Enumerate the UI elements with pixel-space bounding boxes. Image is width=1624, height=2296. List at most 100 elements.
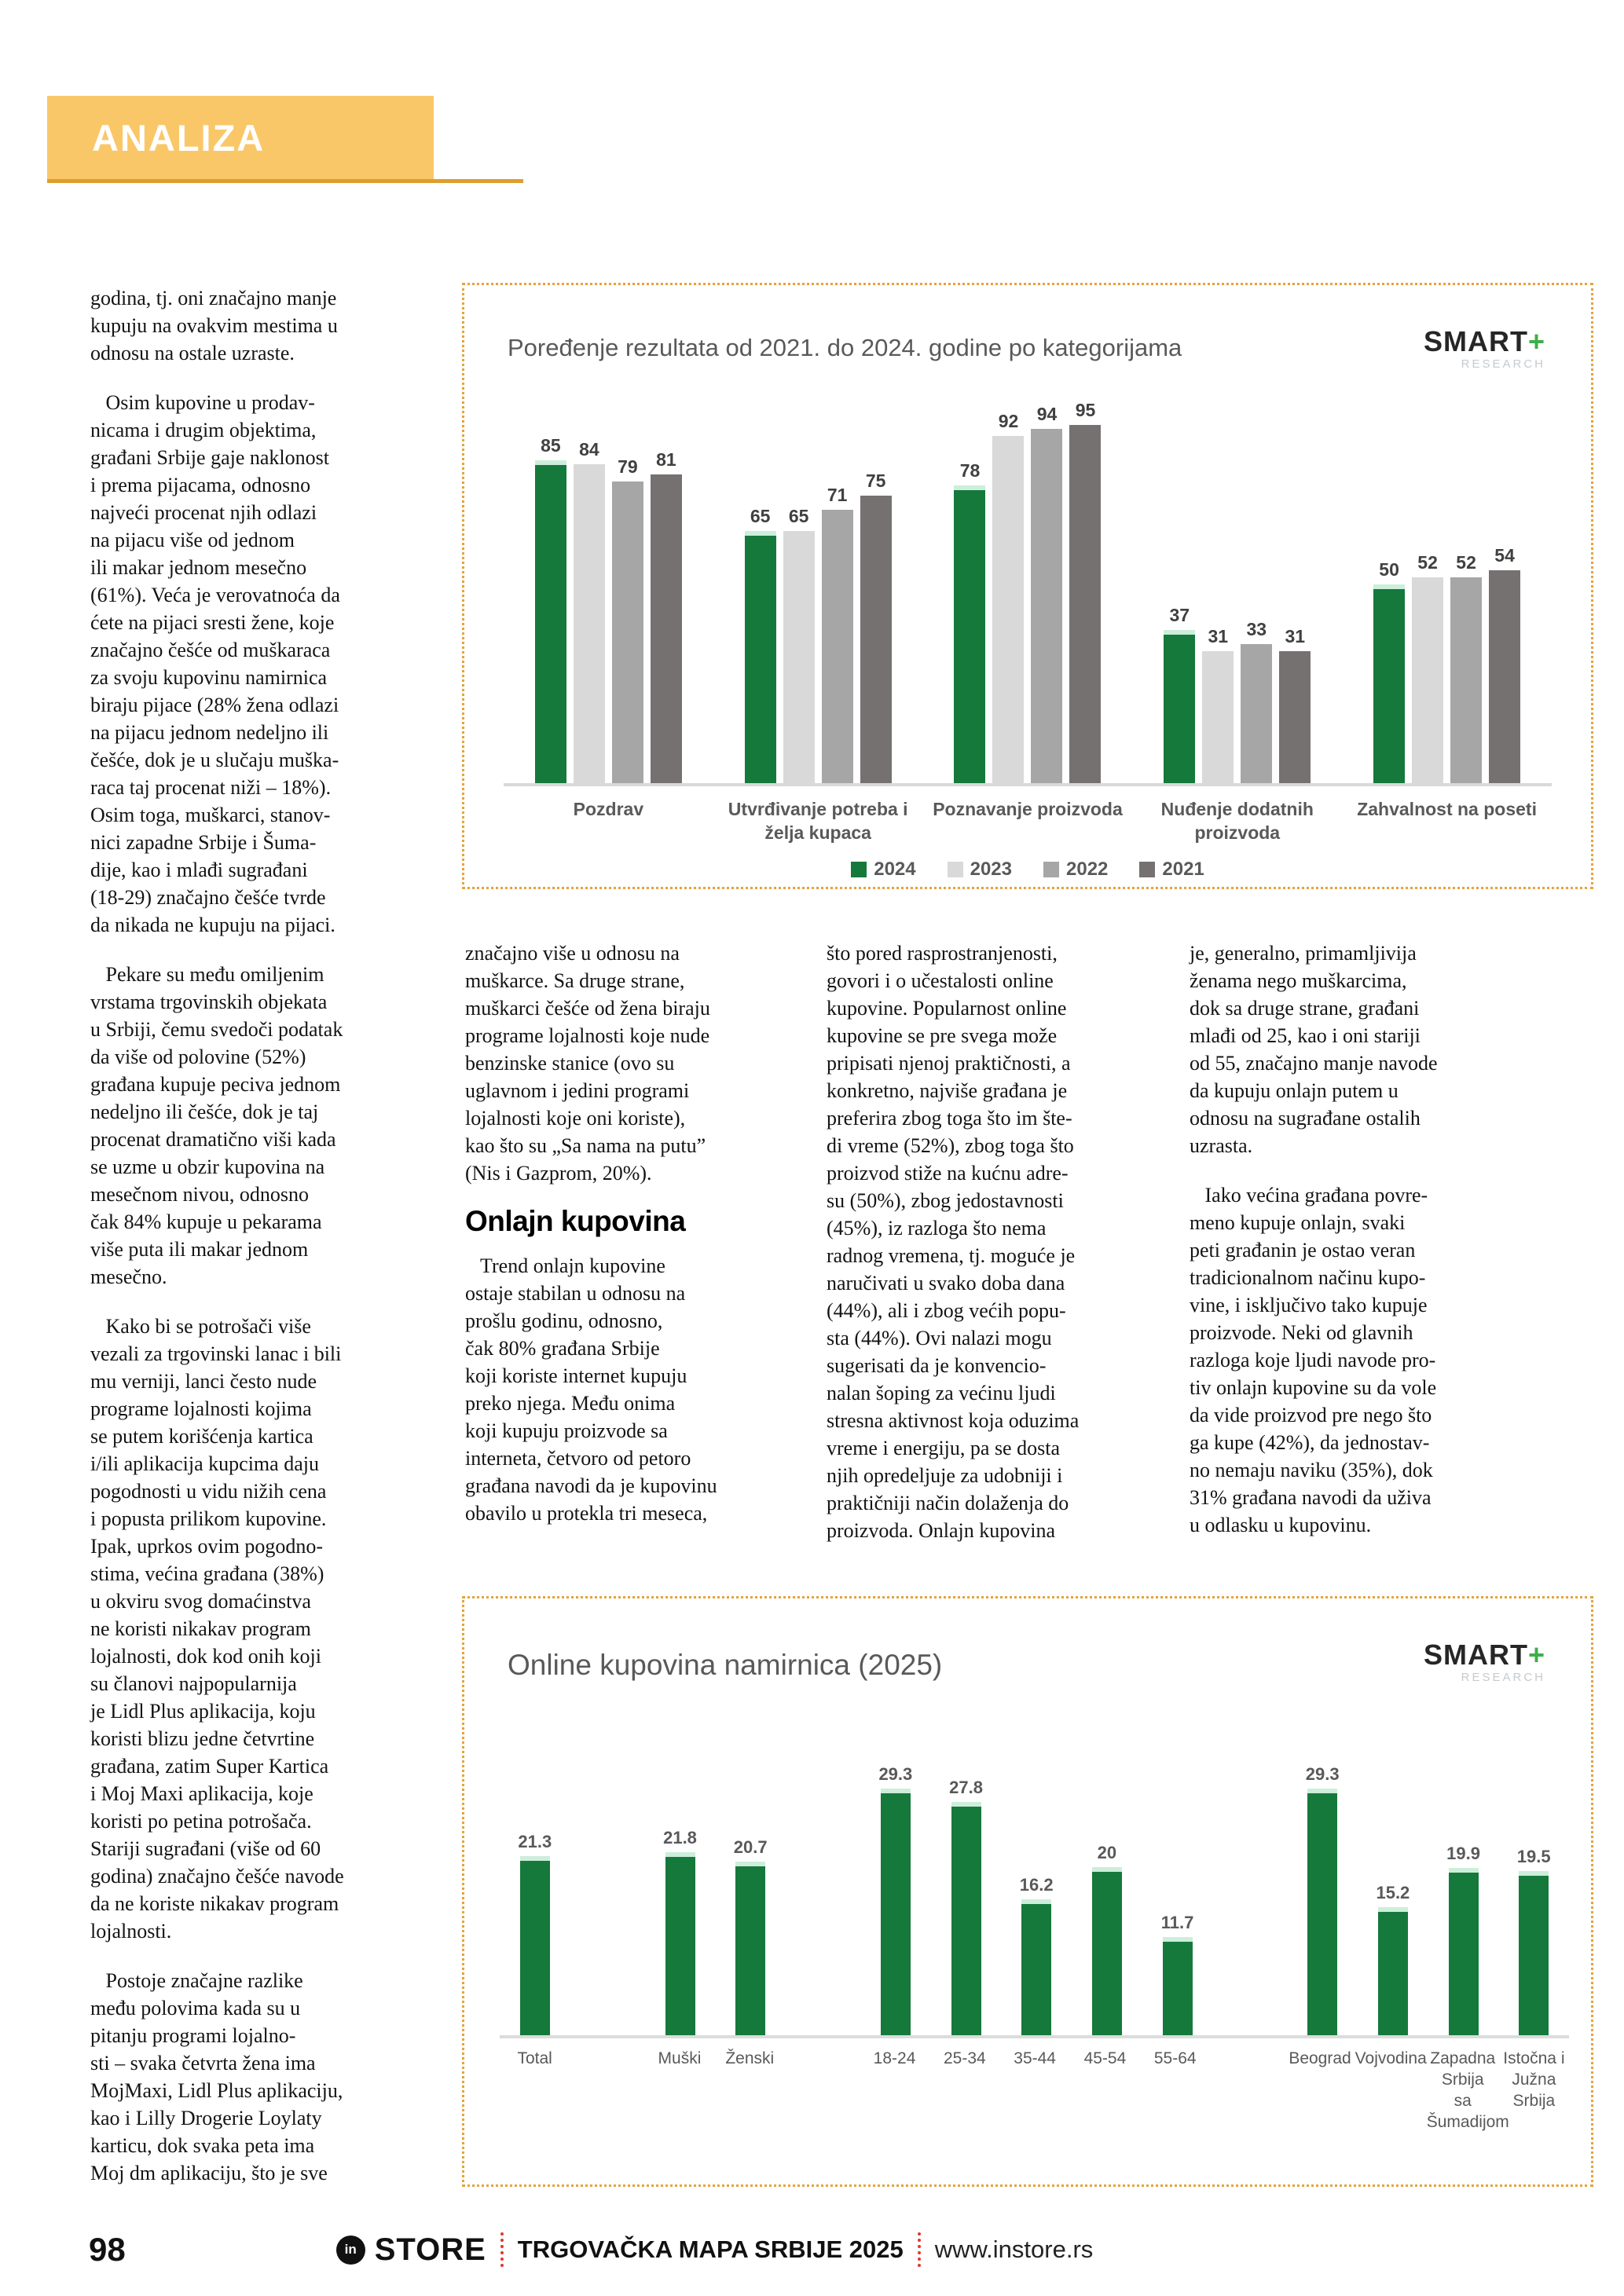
bar-value-label: 65	[788, 506, 809, 526]
footer-divider	[500, 2232, 504, 2267]
category-label: Total	[517, 2049, 552, 2067]
bar-group: 37 31 33 31	[1164, 605, 1311, 783]
bar-zapadna-srbija-sa-šumadijom	[1448, 1868, 1479, 2035]
category-label: Poznavanje proizvoda	[933, 799, 1123, 819]
bar-vojvodina	[1377, 1907, 1408, 2035]
category-label: Nuđenje dodatnih proizvoda	[1160, 799, 1314, 843]
legend-label: 2022	[1066, 859, 1109, 880]
bar-value-label: 15.2	[1376, 1883, 1410, 1902]
middle-text-column-2: što pored rasprostranjenosti, govori i o…	[827, 939, 1180, 1544]
bar-group: 50 52 52 54	[1373, 545, 1521, 783]
bar-column: 92	[992, 411, 1025, 783]
category-axis-labels: Pozdrav Utvrđivanje potreba i želja kupac…	[504, 797, 1552, 844]
bar-value-label: 31	[1208, 626, 1229, 646]
bar-column: 71	[821, 485, 853, 783]
category-label: 25-34	[943, 2049, 986, 2067]
bar-35-44	[1021, 1899, 1052, 2035]
bar-value-label: 20.7	[733, 1837, 768, 1857]
bar-2021	[1069, 425, 1102, 783]
paragraph: godina, tj. oni značajno manje kupuju na…	[90, 287, 338, 364]
bar-group: 78 92 94 95	[954, 400, 1102, 783]
bar-25-34	[951, 1802, 981, 2035]
subheading-online-shopping: Onlajn kupovina	[465, 1205, 686, 1237]
group-spacer	[785, 2048, 860, 2133]
bar-2021	[860, 496, 892, 783]
category-label: Zapadna Srbija sa Šumadijom	[1426, 2049, 1509, 2131]
category-label: 35-44	[1014, 2049, 1056, 2067]
bar-column: 54	[1489, 545, 1521, 783]
bar-value-label: 19.9	[1446, 1844, 1480, 1863]
legend-item: 2021	[1139, 859, 1204, 881]
paragraph: značajno više u odnosu na muškarce. Sa d…	[465, 942, 710, 1185]
legend-item: 2024	[851, 859, 916, 881]
paragraph: je, generalno, primamljivija ženama nego…	[1190, 942, 1438, 1157]
chart-title: Online kupovina namirnica (2025)	[508, 1649, 943, 1681]
bar-value-label: 54	[1494, 545, 1515, 566]
paragraph: Osim kupovine u prodav- nicama i drugim …	[90, 391, 340, 936]
category-label: Utvrđivanje potreba i želja kupaca	[728, 799, 908, 843]
bar-value-label: 21.8	[663, 1828, 697, 1847]
middle-text-column-3: je, generalno, primamljivija ženama nego…	[1190, 939, 1586, 1539]
chart-header: Poređenje rezultata od 2021. do 2024. go…	[464, 285, 1591, 371]
bar-ženski	[735, 1862, 766, 2035]
section-tag-underline	[47, 179, 523, 183]
left-text-column: godina, tj. oni značajno manje kupuju na…	[90, 284, 448, 2187]
bar-column: 65	[783, 506, 815, 783]
bar-value-label: 79	[618, 456, 638, 477]
bar-value-label: 16.2	[1019, 1875, 1054, 1895]
bar-column: 81	[650, 449, 682, 783]
smart-logo-text: SMART+	[1423, 1639, 1545, 1671]
bar-beograd	[1307, 1789, 1338, 2035]
group-spacer	[1210, 2048, 1285, 2133]
bar-value-label: 20	[1097, 1843, 1117, 1862]
bar-value-label: 19.5	[1516, 1847, 1551, 1866]
bar-18-24	[880, 1789, 911, 2035]
bar-column: 31	[1279, 626, 1311, 783]
bar-value-label: 27.8	[949, 1778, 983, 1797]
publication-title: TRGOVAČKA MAPA SRBIJE 2025	[517, 2236, 904, 2263]
smart-logo-text: SMART+	[1423, 325, 1545, 357]
in-circle-icon: in	[335, 2235, 365, 2265]
bar-column: 19.9	[1428, 1844, 1499, 2035]
chart-comparison-2021-2024: Poređenje rezultata od 2021. do 2024. go…	[462, 283, 1593, 889]
bar-column: 79	[611, 456, 643, 783]
legend-swatch-2024	[851, 862, 867, 877]
smart-research-logo: SMART+ RESEARCH	[1423, 1598, 1591, 1684]
legend-swatch-2023	[947, 862, 963, 877]
paragraph: što pored rasprostranjenosti, govori i o…	[827, 942, 1080, 1542]
category-label: Beograd	[1289, 2049, 1351, 2067]
bar-value-label: 52	[1417, 552, 1438, 573]
bar-column: 78	[954, 460, 986, 783]
bar-value-label: 31	[1285, 626, 1306, 646]
bar-column: 75	[860, 471, 892, 783]
legend-label: 2023	[970, 859, 1012, 880]
bar-column: 50	[1373, 559, 1406, 783]
bar-istočna-i-južna-srbija	[1519, 1871, 1549, 2035]
section-tag: ANALIZA	[47, 96, 434, 181]
bar-value-label: 85	[541, 435, 561, 456]
category-label: Muški	[658, 2049, 702, 2067]
bar-2023	[1412, 577, 1444, 783]
bar-2023	[783, 531, 815, 783]
bar-value-label: 84	[579, 439, 599, 460]
bar-value-label: 37	[1169, 605, 1190, 625]
category-label: Ženski	[725, 2049, 775, 2067]
legend-item: 2023	[947, 859, 1012, 881]
bar-column: 15.2	[1358, 1883, 1428, 2035]
category-label: Istočna i Južna Srbija	[1503, 2049, 1565, 2110]
bar-value-label: 29.3	[878, 1764, 913, 1784]
bar-value-label: 33	[1246, 619, 1267, 639]
chart-title: Poređenje rezultata od 2021. do 2024. go…	[508, 334, 1182, 361]
chart-online-grocery-2025: Online kupovina namirnica (2025) SMART+ …	[462, 1596, 1593, 2187]
group-spacer	[570, 2048, 644, 2133]
bar-value-label: 71	[827, 485, 848, 505]
footer-divider	[917, 2232, 921, 2267]
paragraph: Iako većina građana povre- meno kupuje o…	[1190, 1184, 1437, 1536]
bar-2024	[1164, 630, 1196, 783]
category-label: 45-54	[1083, 2049, 1127, 2067]
bar-column: 19.5	[1498, 1847, 1569, 2035]
bar-value-label: 52	[1456, 552, 1476, 573]
bar-column: 65	[744, 506, 776, 783]
bar-2023	[573, 464, 605, 783]
plus-icon: +	[1527, 325, 1545, 357]
